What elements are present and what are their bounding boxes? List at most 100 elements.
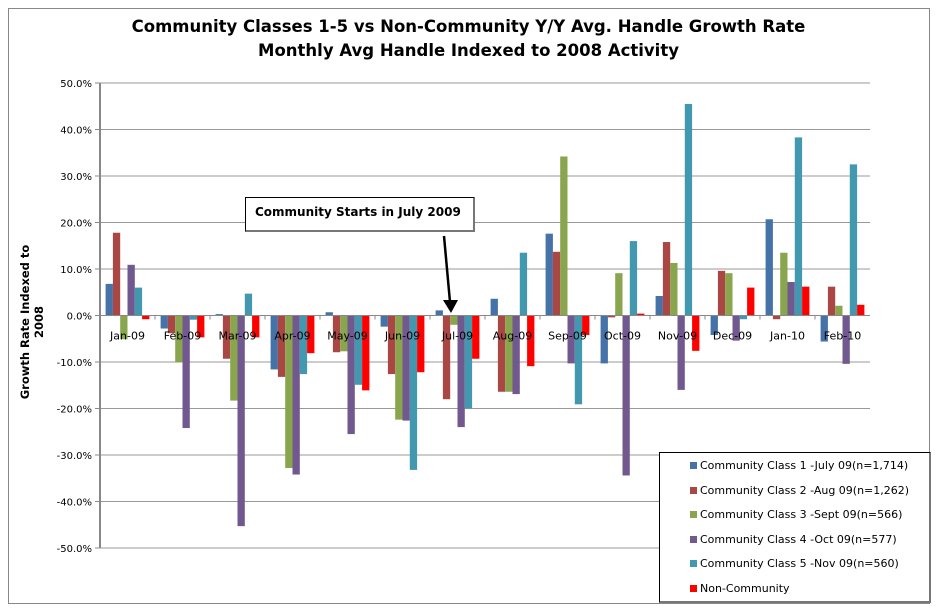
x-tick-label: Jan-10 (769, 330, 805, 343)
bar-non-community-dec-09 (747, 287, 755, 316)
bar-community-class-2-feb-09 (167, 315, 176, 334)
legend-label: Community Class 3 -Sept 09(n=566) (700, 508, 903, 521)
bar-community-class-2-jun-09 (387, 315, 396, 375)
bar-community-class-1-oct-09 (600, 315, 608, 364)
bar-community-class-2-sep-09 (552, 251, 561, 316)
y-tick-label: 50.0% (60, 79, 92, 90)
bar-community-class-5-oct-09 (629, 241, 638, 316)
bar-community-class-5-sep-09 (574, 315, 583, 405)
bar-non-community-aug-09 (527, 315, 535, 367)
legend: Community Class 1 -July 09(n=1,714) Commu… (659, 452, 931, 603)
x-tick-label: May-09 (327, 330, 368, 343)
bar-community-class-3-aug-09 (505, 315, 513, 392)
legend-swatch (690, 462, 697, 469)
bar-community-class-1-sep-09 (545, 233, 553, 316)
bar-non-community-nov-09 (692, 315, 700, 351)
bar-community-class-5-apr-09 (299, 315, 308, 375)
y-tick-label: -50.0% (57, 544, 92, 555)
legend-label: Non-Community (700, 581, 790, 595)
bar-community-class-1-feb-10 (820, 315, 828, 342)
bar-community-class-1-apr-09 (270, 315, 278, 370)
legend-item: Community Class 2 -Aug 09(n=1,262) (690, 484, 909, 497)
bar-community-class-2-may-09 (332, 315, 341, 353)
x-tick-label: Nov-09 (658, 330, 697, 343)
x-tick-label: Jan-09 (109, 330, 145, 343)
bar-community-class-4-aug-09 (512, 315, 520, 395)
chart-frame (8, 8, 930, 604)
bar-community-class-3-apr-09 (285, 315, 293, 469)
bar-community-class-2-apr-09 (277, 315, 286, 377)
bar-community-class-5-jun-09 (409, 315, 418, 470)
y-tick-label: 0.0% (67, 312, 92, 323)
bar-non-community-oct-09 (637, 313, 645, 316)
legend-label: Community Class 4 -Oct 09(n=577) (700, 532, 897, 546)
legend-swatch (690, 535, 697, 543)
bar-community-class-1-aug-09 (490, 298, 498, 316)
bar-community-class-2-dec-09 (717, 270, 726, 316)
x-tick-label: Dec-09 (713, 330, 752, 343)
y-tick-label: -10.0% (57, 358, 92, 369)
legend-swatch (690, 560, 697, 567)
bar-community-class-4-sep-09 (567, 315, 575, 364)
legend-label: Community Class 5 -Nov 09(n=560) (700, 557, 899, 570)
bar-community-class-2-feb-10 (827, 286, 836, 316)
bar-community-class-4-feb-09 (182, 315, 190, 429)
bar-community-class-5-jul-09 (464, 315, 473, 409)
bar-community-class-1-may-09 (325, 312, 333, 316)
bar-community-class-3-may-09 (340, 315, 348, 352)
y-tick-label: 20.0% (60, 219, 92, 230)
bar-community-class-1-feb-09 (160, 315, 168, 329)
y-tick-label: -20.0% (57, 405, 92, 416)
x-tick-label: Apr-09 (274, 330, 310, 343)
x-tick-label: Mar-09 (218, 330, 256, 343)
bar-community-class-5-jan-09 (134, 287, 143, 316)
bar-community-class-5-dec-09 (739, 315, 748, 320)
bar-non-community-feb-10 (857, 304, 865, 316)
arrow-head-icon (443, 300, 458, 313)
x-tick-label: Aug-09 (493, 330, 532, 343)
legend-item: Non-Community (690, 582, 790, 595)
bar-non-community-jun-09 (417, 315, 425, 373)
bar-community-class-3-oct-09 (615, 273, 623, 316)
bar-community-class-4-jul-09 (457, 315, 465, 428)
bar-community-class-4-oct-09 (622, 315, 630, 476)
bar-non-community-jan-09 (142, 315, 150, 320)
chart-subtitle: Monthly Avg Handle Indexed to 2008 Activ… (258, 41, 679, 60)
legend-item: Community Class 5 -Nov 09(n=560) (690, 557, 899, 570)
bar-community-class-4-jan-10 (787, 282, 795, 316)
bar-community-class-3-sep-09 (560, 156, 568, 316)
bar-community-class-4-jun-09 (402, 315, 410, 421)
bar-community-class-1-jul-09 (435, 310, 443, 316)
legend-swatch (690, 486, 697, 494)
bar-community-class-1-jan-10 (765, 219, 773, 316)
bar-community-class-4-nov-09 (677, 315, 685, 390)
bar-community-class-3-jan-09 (120, 315, 128, 340)
bar-community-class-1-nov-09 (655, 295, 663, 316)
bar-non-community-jul-09 (472, 315, 480, 359)
bar-community-class-2-jul-09 (442, 315, 451, 400)
bar-community-class-3-jan-10 (780, 252, 788, 316)
bar-community-class-5-feb-09 (189, 315, 198, 320)
x-tick-label: Jul-09 (441, 330, 473, 343)
bar-community-class-2-oct-09 (607, 315, 616, 318)
bar-community-class-3-dec-09 (725, 273, 733, 316)
bar-community-class-5-feb-10 (849, 164, 858, 316)
bar-community-class-1-dec-09 (710, 315, 718, 336)
legend-label: Community Class 1 -July 09(n=1,714) (700, 459, 909, 472)
bar-non-community-sep-09 (582, 315, 590, 336)
bar-community-class-4-apr-09 (292, 315, 300, 475)
bar-community-class-4-jan-09 (127, 264, 135, 316)
y-tick-label: 10.0% (60, 265, 92, 276)
legend-item: Community Class 3 -Sept 09(n=566) (690, 508, 902, 521)
bar-community-class-3-feb-10 (835, 305, 843, 316)
x-tick-label: Sep-09 (548, 330, 587, 343)
bar-community-class-3-jun-09 (395, 315, 403, 420)
legend-item: Community Class 1 -July 09(n=1,714) (690, 459, 908, 472)
bar-community-class-3-feb-09 (175, 315, 183, 363)
bar-community-class-5-may-09 (354, 315, 363, 385)
bar-community-class-1-mar-09 (215, 314, 223, 316)
bar-non-community-mar-09 (252, 315, 260, 338)
bar-community-class-3-jul-09 (450, 315, 458, 325)
bar-community-class-4-dec-09 (732, 315, 740, 341)
bar-non-community-feb-09 (197, 315, 205, 338)
